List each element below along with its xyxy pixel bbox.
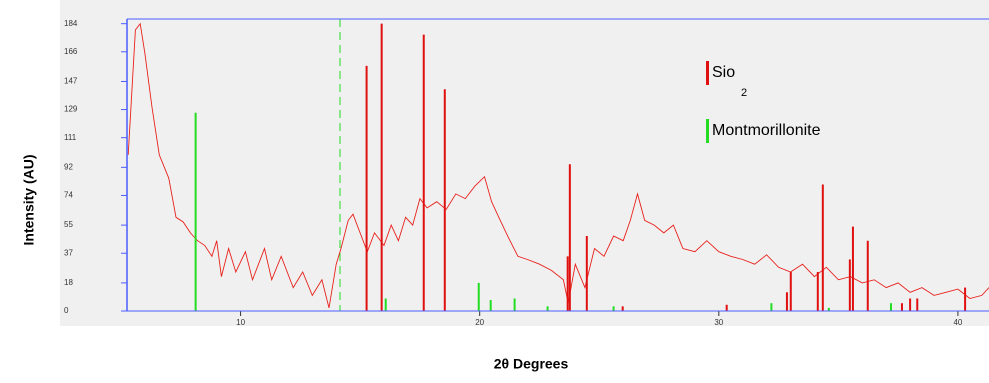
y-tick-label: 74 [64, 191, 73, 200]
y-tick-label: 0 [64, 306, 69, 315]
x-tick-label: 20 [475, 318, 484, 327]
y-tick-label: 18 [64, 278, 73, 287]
legend-swatch [706, 119, 709, 143]
diffraction-profile [127, 22, 989, 309]
y-axis-label: Intensity (AU) [21, 155, 37, 246]
y-tick-label: 37 [64, 248, 73, 257]
plot-background [60, 0, 989, 326]
x-axis-label: 2θ Degrees [494, 356, 569, 372]
y-tick-label: 184 [64, 19, 78, 28]
legend-subscript: 2 [741, 87, 747, 99]
legend-label: Montmorillonite [712, 122, 821, 139]
y-tick-label: 129 [64, 105, 78, 114]
y-tick-label: 166 [64, 47, 78, 56]
y-tick-label: 111 [64, 133, 77, 142]
x-tick-label: 40 [953, 318, 962, 327]
plot-area: 0 18 37 55 74 92 111 129 147 166 184 10 20 30 40 Sio 2 Mo… [64, 18, 989, 327]
y-tick-label: 92 [64, 162, 73, 171]
x-tick-label: 30 [714, 318, 723, 327]
legend-swatch [706, 61, 709, 85]
legend-label: Sio [712, 64, 735, 81]
x-tick-label: 10 [236, 318, 245, 327]
y-tick-label: 55 [64, 220, 73, 229]
y-tick-label: 147 [64, 77, 78, 86]
